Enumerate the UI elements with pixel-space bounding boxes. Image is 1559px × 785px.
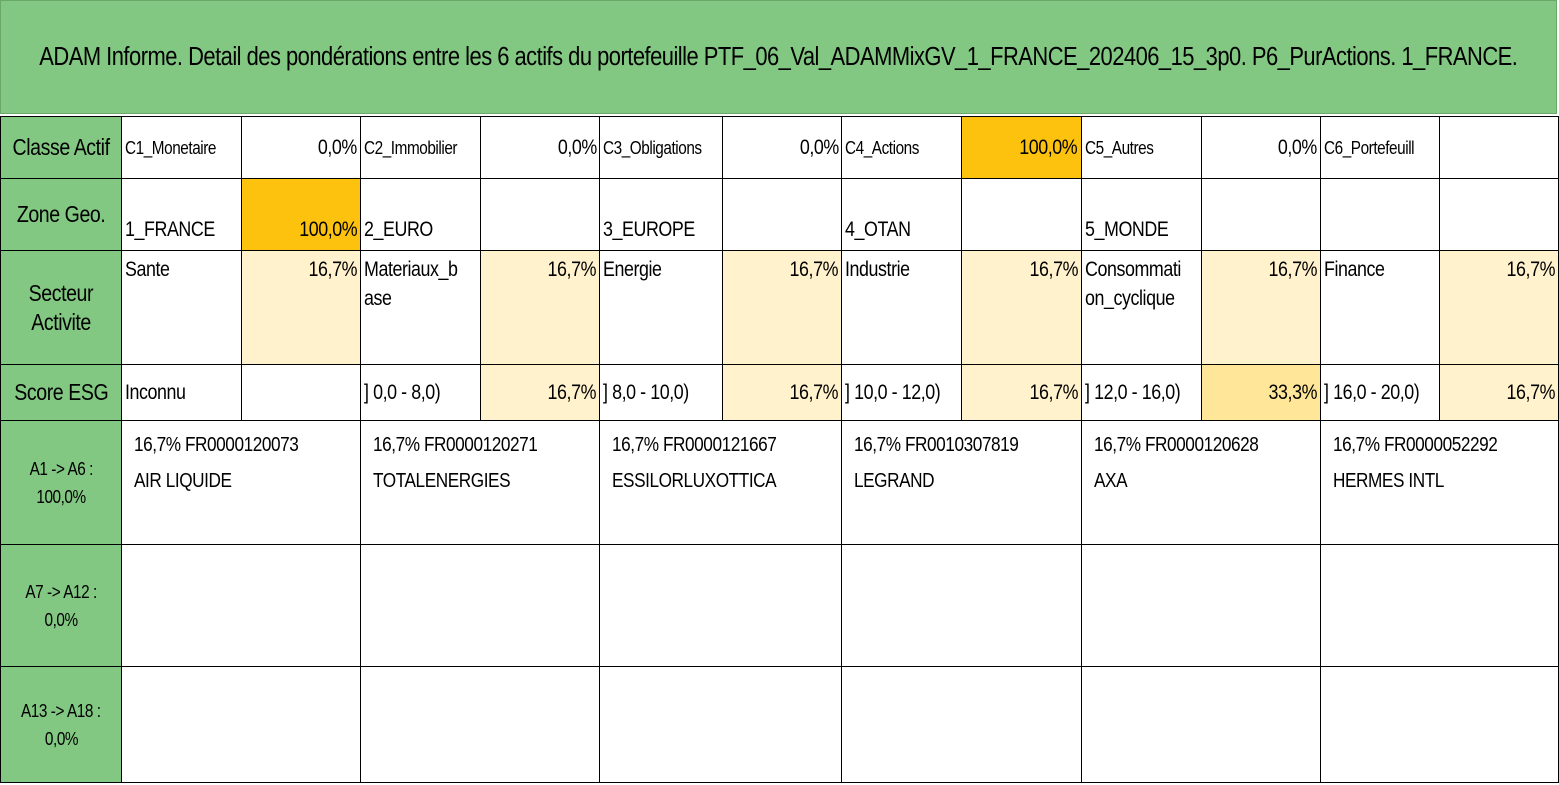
classe-actif-row: Classe Actif C1_Monetaire 0,0% C2_Immobi… bbox=[0, 116, 1559, 179]
zone-cell-name: 4_OTAN bbox=[841, 178, 963, 251]
secteur-cell-value: 16,7% bbox=[480, 250, 601, 365]
esg-cell-name: ] 10,0 - 12,0) bbox=[841, 364, 963, 421]
asset-cell bbox=[1319, 666, 1559, 783]
asset-cell bbox=[841, 544, 1082, 667]
zone-cell-name bbox=[1319, 178, 1440, 251]
secteur-header: Secteur Activite bbox=[0, 250, 123, 365]
esg-cell-value: 33,3% bbox=[1200, 364, 1321, 421]
score-esg-row: Score ESG Inconnu ] 0,0 - 8,0) 16,7% ] 8… bbox=[0, 364, 1559, 421]
zone-cell-value bbox=[961, 178, 1082, 251]
asset-cell bbox=[1080, 544, 1321, 667]
assets-row-label: A1 -> A6 : 100,0% bbox=[0, 420, 123, 545]
zone-cell-value bbox=[1438, 178, 1559, 251]
assets-row-3: A13 -> A18 : 0,0% bbox=[0, 666, 1559, 783]
classe-cell-value: 0,0% bbox=[722, 116, 843, 179]
weights-table: Classe Actif C1_Monetaire 0,0% C2_Immobi… bbox=[0, 116, 1559, 783]
esg-cell-name: ] 0,0 - 8,0) bbox=[360, 364, 482, 421]
zone-cell-value bbox=[480, 178, 601, 251]
asset-cell: 16,7% FR0000120073 AIR LIQUIDE bbox=[121, 420, 362, 545]
classe-cell-name: C3_Obligations bbox=[599, 116, 724, 179]
classe-cell-name: C4_Actions bbox=[841, 116, 963, 179]
classe-actif-header: Classe Actif bbox=[0, 116, 123, 179]
secteur-cell-name: Sante bbox=[121, 250, 243, 365]
esg-cell-value: 16,7% bbox=[480, 364, 601, 421]
classe-cell-value: 0,0% bbox=[241, 116, 362, 179]
asset-cell bbox=[1080, 666, 1321, 783]
secteur-cell-name: Energie bbox=[599, 250, 724, 365]
esg-cell-name: ] 16,0 - 20,0) bbox=[1319, 364, 1440, 421]
zone-cell-value: 100,0% bbox=[241, 178, 362, 251]
esg-cell-value: 16,7% bbox=[722, 364, 843, 421]
esg-cell-value: 16,7% bbox=[961, 364, 1082, 421]
zone-cell-name: 1_FRANCE bbox=[121, 178, 243, 251]
score-esg-header: Score ESG bbox=[0, 364, 123, 421]
asset-cell: 16,7% FR0000121667 ESSILORLUXOTTICA bbox=[599, 420, 843, 545]
esg-cell-name: ] 12,0 - 16,0) bbox=[1080, 364, 1202, 421]
classe-cell-value: 0,0% bbox=[1200, 116, 1321, 179]
asset-cell bbox=[121, 666, 362, 783]
classe-cell-value: 0,0% bbox=[480, 116, 601, 179]
secteur-cell-value: 16,7% bbox=[1438, 250, 1559, 365]
secteur-cell-name: Consommati on_cyclique bbox=[1080, 250, 1202, 365]
asset-cell bbox=[360, 666, 601, 783]
asset-cell: 16,7% FR0000120628 AXA bbox=[1080, 420, 1321, 545]
asset-cell bbox=[121, 544, 362, 667]
secteur-cell-value: 16,7% bbox=[241, 250, 362, 365]
assets-row-label: A13 -> A18 : 0,0% bbox=[0, 666, 123, 783]
secteur-cell-value: 16,7% bbox=[1200, 250, 1321, 365]
zone-cell-name: 2_EURO bbox=[360, 178, 482, 251]
classe-cell-name: C6_Portefeuill bbox=[1319, 116, 1440, 179]
classe-cell-name: C1_Monetaire bbox=[121, 116, 243, 179]
zone-geo-row: Zone Geo. 1_FRANCE 100,0% 2_EURO 3_EUROP… bbox=[0, 178, 1559, 251]
secteur-cell-value: 16,7% bbox=[722, 250, 843, 365]
title-bar: ADAM Informe. Detail des pondérations en… bbox=[0, 0, 1557, 114]
esg-cell-value: 16,7% bbox=[1438, 364, 1559, 421]
classe-cell-value: 100,0% bbox=[961, 116, 1082, 179]
asset-cell: 16,7% FR0000052292 HERMES INTL bbox=[1319, 420, 1559, 545]
zone-cell-value bbox=[1200, 178, 1321, 251]
classe-cell-value bbox=[1438, 116, 1559, 179]
zone-cell-value bbox=[722, 178, 843, 251]
asset-cell: 16,7% FR0010307819 LEGRAND bbox=[841, 420, 1082, 545]
zone-cell-name: 3_EUROPE bbox=[599, 178, 724, 251]
assets-row-2: A7 -> A12 : 0,0% bbox=[0, 544, 1559, 667]
zone-geo-header: Zone Geo. bbox=[0, 178, 123, 251]
secteur-row: Secteur Activite Sante 16,7% Materiaux_b… bbox=[0, 250, 1559, 365]
asset-cell bbox=[1319, 544, 1559, 667]
esg-cell-value bbox=[241, 364, 362, 421]
secteur-cell-name: Materiaux_b ase bbox=[360, 250, 482, 365]
assets-row-1: A1 -> A6 : 100,0% 16,7% FR0000120073 AIR… bbox=[0, 420, 1559, 545]
asset-cell bbox=[599, 544, 843, 667]
secteur-cell-name: Industrie bbox=[841, 250, 963, 365]
secteur-cell-value: 16,7% bbox=[961, 250, 1082, 365]
classe-cell-name: C2_Immobilier bbox=[360, 116, 482, 179]
page-title: ADAM Informe. Detail des pondérations en… bbox=[39, 42, 1518, 71]
asset-cell bbox=[360, 544, 601, 667]
classe-cell-name: C5_Autres bbox=[1080, 116, 1202, 179]
esg-cell-name: Inconnu bbox=[121, 364, 243, 421]
asset-cell bbox=[599, 666, 843, 783]
zone-cell-name: 5_MONDE bbox=[1080, 178, 1202, 251]
asset-cell bbox=[841, 666, 1082, 783]
assets-row-label: A7 -> A12 : 0,0% bbox=[0, 544, 123, 667]
esg-cell-name: ] 8,0 - 10,0) bbox=[599, 364, 724, 421]
secteur-cell-name: Finance bbox=[1319, 250, 1440, 365]
asset-cell: 16,7% FR0000120271 TOTALENERGIES bbox=[360, 420, 601, 545]
